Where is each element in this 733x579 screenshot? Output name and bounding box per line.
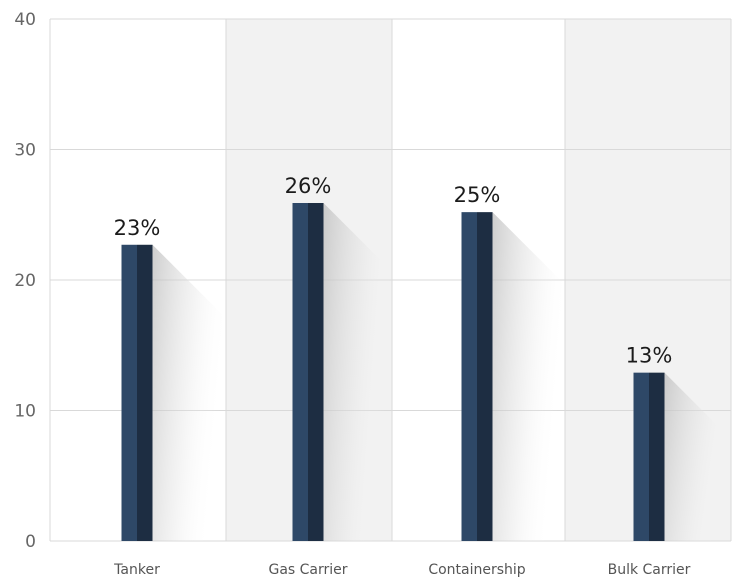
- y-tick-label: 10: [14, 402, 36, 422]
- bar-dark-face: [308, 203, 324, 541]
- data-label: 25%: [454, 183, 501, 207]
- x-tick-label: Gas Carrier: [268, 562, 347, 578]
- bar-shadow: [152, 244, 226, 541]
- bar-shadow: [323, 203, 392, 541]
- data-label: 13%: [626, 344, 673, 368]
- bar: [121, 244, 137, 541]
- y-tick-label: 20: [14, 271, 36, 291]
- x-tick-label: Bulk Carrier: [608, 562, 691, 578]
- bars: [121, 203, 665, 541]
- bar-dark-face: [649, 372, 665, 541]
- bar-dark-face: [137, 244, 153, 541]
- bar-shadow: [492, 212, 565, 541]
- bar-shadow: [664, 372, 731, 541]
- bar: [461, 212, 477, 541]
- x-axis-category-labels: Tanker Gas Carrier Containership Bulk Carri…: [113, 562, 690, 578]
- y-tick-label: 40: [14, 10, 36, 30]
- x-tick-label: Containership: [428, 562, 525, 578]
- x-tick-label: Tanker: [113, 562, 160, 578]
- data-label: 23%: [114, 216, 161, 240]
- y-tick-label: 30: [14, 141, 36, 161]
- y-tick-label: 0: [25, 532, 36, 552]
- bar: [633, 372, 649, 541]
- y-axis-tick-labels: 0 10 20 30 40: [14, 10, 36, 552]
- bar: [292, 203, 308, 541]
- bar-dark-face: [477, 212, 493, 541]
- bar-shadows: [152, 203, 731, 541]
- data-labels: 23% 26% 25% 13%: [114, 174, 673, 368]
- data-label: 26%: [285, 174, 332, 198]
